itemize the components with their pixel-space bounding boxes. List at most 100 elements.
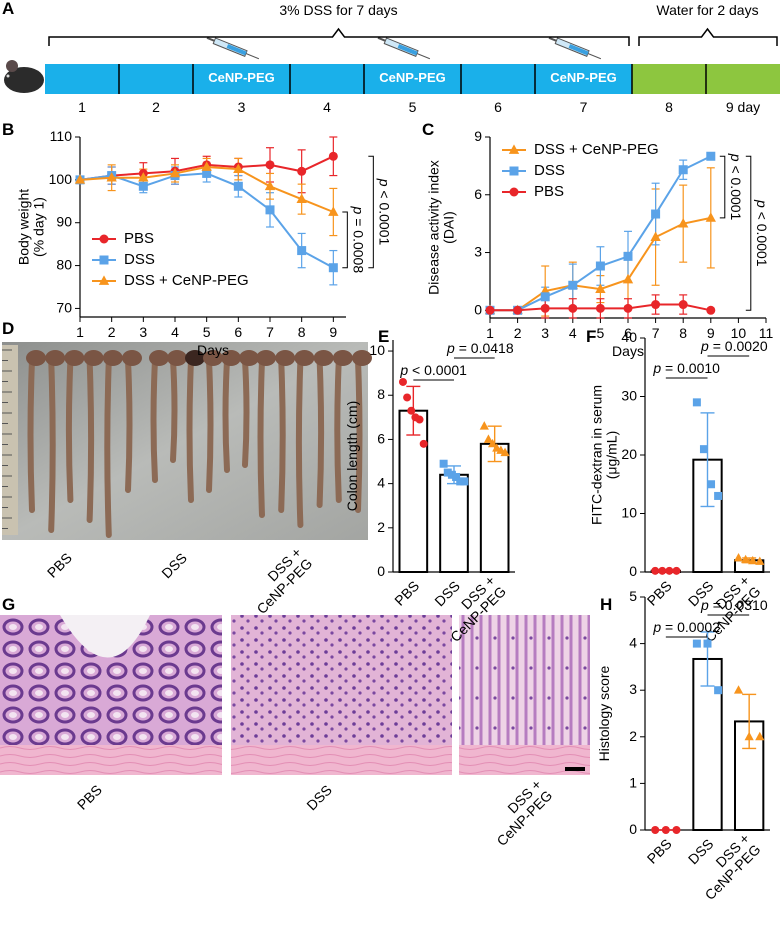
marker xyxy=(415,415,424,424)
colon xyxy=(86,357,95,523)
x-tick-label: 9 xyxy=(707,325,715,341)
lumen xyxy=(60,615,150,658)
p-value: p = 0.0010 xyxy=(652,360,720,376)
p-value: p = 0.0008 xyxy=(351,206,367,274)
timeline-segment xyxy=(364,64,461,94)
marker xyxy=(138,172,149,182)
colon xyxy=(170,357,178,463)
colon xyxy=(222,357,230,473)
y-tick-label: 4 xyxy=(377,474,385,490)
marker xyxy=(443,468,452,477)
colon xyxy=(150,357,158,483)
marker xyxy=(202,168,212,178)
day-label: 4 xyxy=(323,99,331,115)
cecum xyxy=(149,350,169,366)
series-line xyxy=(79,172,334,269)
marker xyxy=(672,826,681,834)
marker xyxy=(540,303,550,313)
comparison-bracket xyxy=(368,155,374,269)
marker xyxy=(651,300,661,310)
x-tick-label: PBS xyxy=(391,577,422,608)
x-tick-label: 2 xyxy=(514,325,522,341)
day-label: 1 xyxy=(78,99,86,115)
colon xyxy=(186,357,194,503)
x-tick-label: 2 xyxy=(108,324,116,340)
p-value: p < 0.0001 xyxy=(399,362,467,378)
y-tick-label: 0 xyxy=(629,563,637,579)
timeline-segment xyxy=(461,64,535,94)
timeline-segment xyxy=(535,64,632,94)
panel-letter: E xyxy=(378,327,389,346)
x-tick-label: DSS xyxy=(431,577,463,609)
x-tick-label: 1 xyxy=(76,324,84,340)
syringe-needle xyxy=(416,53,431,60)
syringe-liquid xyxy=(568,44,589,56)
colon xyxy=(65,357,74,503)
y-tick-label: 2 xyxy=(629,728,637,744)
panel-letter: A xyxy=(2,0,14,18)
colon xyxy=(257,357,265,518)
treatment-label: CeNP-PEG xyxy=(208,70,274,85)
syringe-liquid xyxy=(226,44,247,56)
marker xyxy=(328,206,339,216)
legend-label: DSS + CeNP-PEG xyxy=(124,272,249,289)
y-axis-title: Body weight(% day 1) xyxy=(15,189,46,265)
marker xyxy=(651,826,660,834)
marker xyxy=(678,300,688,310)
muscle-layer xyxy=(0,745,222,775)
group-label: DSS xyxy=(303,781,335,813)
panel-letter: H xyxy=(600,595,612,614)
marker xyxy=(733,552,744,562)
panel-letter: C xyxy=(422,120,434,139)
y-tick-label: 8 xyxy=(377,386,385,402)
legend-label: DSS xyxy=(124,251,155,268)
group-label: DSS xyxy=(158,549,190,581)
group-label: DSS +CeNP-PEG xyxy=(242,544,315,617)
marker xyxy=(403,393,412,402)
cecum xyxy=(332,350,353,366)
x-tick-label: 5 xyxy=(597,325,605,341)
marker xyxy=(651,566,660,575)
marker xyxy=(98,275,110,285)
cecum xyxy=(167,350,187,366)
y-tick-label: 40 xyxy=(621,329,637,345)
cecum xyxy=(256,350,276,366)
colon xyxy=(27,357,35,513)
colon-photo xyxy=(2,342,368,540)
cecum xyxy=(26,350,46,366)
marker xyxy=(744,731,754,741)
x-axis-title: Days xyxy=(197,342,229,358)
y-tick-label: 9 xyxy=(474,128,482,144)
marker xyxy=(705,212,716,222)
marker xyxy=(407,406,416,415)
y-tick-label: 0 xyxy=(629,821,637,837)
marker xyxy=(500,447,510,457)
x-tick-label: 3 xyxy=(139,324,147,340)
marker xyxy=(201,161,212,171)
marker xyxy=(703,639,712,648)
p-value: p = 0.0002 xyxy=(652,619,720,635)
x-tick-label: 11 xyxy=(759,325,774,341)
marker xyxy=(456,477,465,486)
cecum xyxy=(313,350,334,366)
x-tick-label: 7 xyxy=(266,324,274,340)
timeline-segment xyxy=(632,64,706,94)
x-tick-label: 9 xyxy=(329,324,337,340)
timeline-segment xyxy=(45,64,119,94)
marker xyxy=(665,566,674,575)
marker xyxy=(460,477,469,486)
y-tick-label: 70 xyxy=(56,299,72,315)
marker xyxy=(733,685,744,694)
marker xyxy=(706,305,716,315)
cecum xyxy=(185,350,205,366)
p-value: p = 0.0020 xyxy=(700,338,768,354)
x-tick-label: 3 xyxy=(541,325,549,341)
timeline-segment xyxy=(290,64,364,94)
cecum xyxy=(83,350,104,366)
marker xyxy=(755,731,765,741)
marker xyxy=(650,231,661,241)
day-label: 6 xyxy=(494,99,502,115)
x-tick-label: 8 xyxy=(679,325,687,341)
syringe-plunger xyxy=(548,36,557,42)
